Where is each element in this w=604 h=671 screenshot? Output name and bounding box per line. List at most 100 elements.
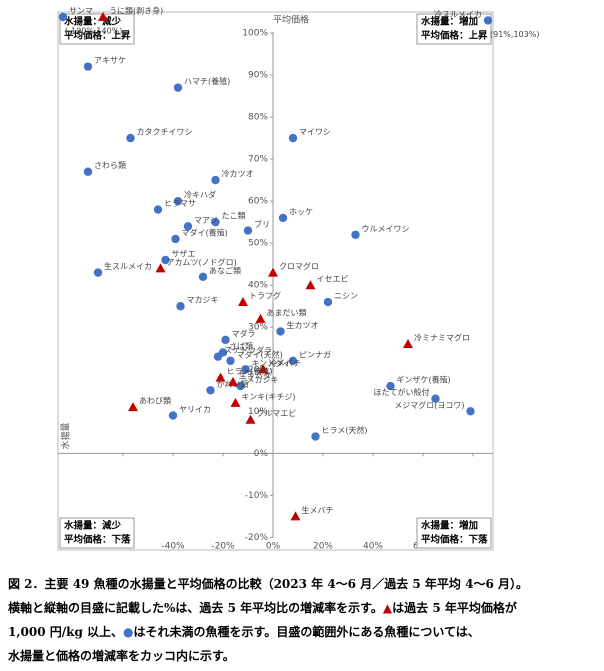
point-label: 冷ミナミマグロ xyxy=(414,333,470,343)
triangle-point xyxy=(228,376,238,386)
y-tick-label: 0% xyxy=(254,449,269,459)
point-label: さば類 xyxy=(229,341,253,351)
caption-text: 図 2．主要 49 魚種の水揚量と平均価格の比較（2023 年 4～6 月／過去… xyxy=(8,577,528,591)
caption-line: 横軸と縦軸の目盛に記載した%は、過去 5 年平均比の増減率を示す。▲は過去 5 … xyxy=(8,596,600,620)
point-label: マダラ xyxy=(232,328,256,338)
point-label: アカムツ(ノドグロ) xyxy=(167,257,237,267)
circle-point xyxy=(431,394,440,403)
y-tick-label: 20% xyxy=(248,365,268,375)
caption-text: は過去 5 年平均価格が xyxy=(392,601,517,615)
caption-line: 1,000 円/kg 以上、●はそれ未満の魚種を示す。目盛の範囲外にある魚種につ… xyxy=(8,620,600,644)
point-label: うに類(剥き身) xyxy=(109,6,163,16)
caption-text: 横軸と縦軸の目盛に記載した%は、過去 5 年平均比の増減率を示す。 xyxy=(8,601,383,615)
y-tick-label: 50% xyxy=(248,239,268,249)
circle-point xyxy=(236,381,245,391)
point-label: サザエ xyxy=(172,249,196,258)
caption-text: 水揚量と価格の増減率をカッコ内に示す。 xyxy=(8,649,235,663)
point-label: あわび類 xyxy=(139,396,171,406)
circle-point xyxy=(323,297,333,307)
y-tick-label: 30% xyxy=(248,323,268,333)
quadrant-box xyxy=(416,517,492,549)
point-label: あなご類 xyxy=(209,265,241,275)
circle-point xyxy=(198,272,208,281)
triangle-point xyxy=(290,511,301,521)
quadrant-box xyxy=(416,13,492,45)
circle-point xyxy=(83,62,93,71)
point-label: メジマグロ(ヨコワ) xyxy=(394,400,464,410)
point-label: ウルメイワシ xyxy=(362,224,410,233)
point-label: 冷スルメイカ xyxy=(434,9,482,19)
y-tick-label: 60% xyxy=(248,197,268,207)
triangle-point xyxy=(305,280,316,290)
triangle-symbol: ▲ xyxy=(382,601,393,615)
circle-point xyxy=(351,230,360,239)
point-label: 冷メバチ xyxy=(269,358,301,368)
point-label: マダイ(養殖) xyxy=(182,227,228,237)
circle-point xyxy=(168,411,178,420)
point-label: ほたてがい殻付 xyxy=(374,387,430,397)
circle-point xyxy=(241,365,250,374)
circle-point xyxy=(126,133,135,143)
quadrant-label: 平均価格：上昇 xyxy=(64,30,131,42)
circle-point xyxy=(243,226,253,235)
x-axis-label: 水揚量 xyxy=(60,422,72,449)
point-label: ハマチ(養殖) xyxy=(184,76,230,86)
point-label: さわら類 xyxy=(94,160,126,170)
circle-point xyxy=(226,356,235,366)
point-label: ヤリイカ xyxy=(179,405,211,414)
point-label: カタクチイワシ xyxy=(137,128,193,137)
point-label: マイワシ xyxy=(299,128,331,137)
y-axis-label: 平均価格 xyxy=(273,14,309,26)
circle-symbol: ● xyxy=(123,625,134,639)
circle-point xyxy=(386,381,395,391)
point-label: イセエビ xyxy=(317,275,349,284)
point-label: サンマ xyxy=(69,7,93,16)
circle-point xyxy=(211,217,220,227)
triangle-point xyxy=(245,414,256,424)
triangle-point xyxy=(128,402,138,412)
point-label: あまだい類 xyxy=(267,307,307,317)
quadrant-label: 水揚量：減少 xyxy=(64,520,122,532)
circle-point xyxy=(93,268,103,277)
circle-point xyxy=(171,234,180,244)
circle-point xyxy=(288,356,298,366)
x-tick-label: -40% xyxy=(161,542,185,552)
quadrant-label: 水揚量：増加 xyxy=(421,16,478,28)
plot-frame xyxy=(57,11,494,551)
point-label: ヒラマサ xyxy=(164,199,196,208)
point-label: たこ類 xyxy=(222,211,246,221)
circle-point xyxy=(161,255,170,265)
point-label: メカジキ xyxy=(247,376,279,385)
y-tick-label: 10% xyxy=(248,407,268,417)
point-note: (-100%,140%) xyxy=(65,27,122,36)
triangle-point xyxy=(268,267,278,277)
triangle-point xyxy=(98,12,108,21)
point-label: 冷カツオ xyxy=(222,169,254,179)
x-tick-label: 20% xyxy=(313,542,333,552)
circle-point xyxy=(183,222,193,231)
circle-point xyxy=(153,205,163,214)
circle-point xyxy=(173,83,183,92)
point-label: ブリ xyxy=(254,219,270,229)
circle-point xyxy=(278,213,288,223)
y-tick-label: 100% xyxy=(242,29,268,39)
triangle-point xyxy=(230,397,241,407)
quadrant-box xyxy=(59,13,135,45)
point-label: ピンナガ xyxy=(299,349,331,359)
circle-point xyxy=(176,302,185,311)
circle-point xyxy=(211,175,220,185)
quadrant-label: 平均価格：下落 xyxy=(421,534,488,546)
point-label: アキサケ xyxy=(94,56,126,65)
x-tick-label: 0% xyxy=(266,542,281,552)
circle-point xyxy=(311,432,320,441)
caption-line: 水揚量と価格の増減率をカッコ内に示す。 xyxy=(8,644,600,668)
triangle-point xyxy=(155,263,166,273)
y-tick-label: -10% xyxy=(245,491,269,501)
circle-point xyxy=(483,16,493,25)
triangle-point xyxy=(258,364,268,374)
circle-point xyxy=(466,407,475,416)
caption-text: はそれ未満の魚種を示す。目盛の範囲外にある魚種については、 xyxy=(133,625,480,639)
point-label: トラフグ xyxy=(249,291,281,301)
circle-point xyxy=(83,167,93,176)
